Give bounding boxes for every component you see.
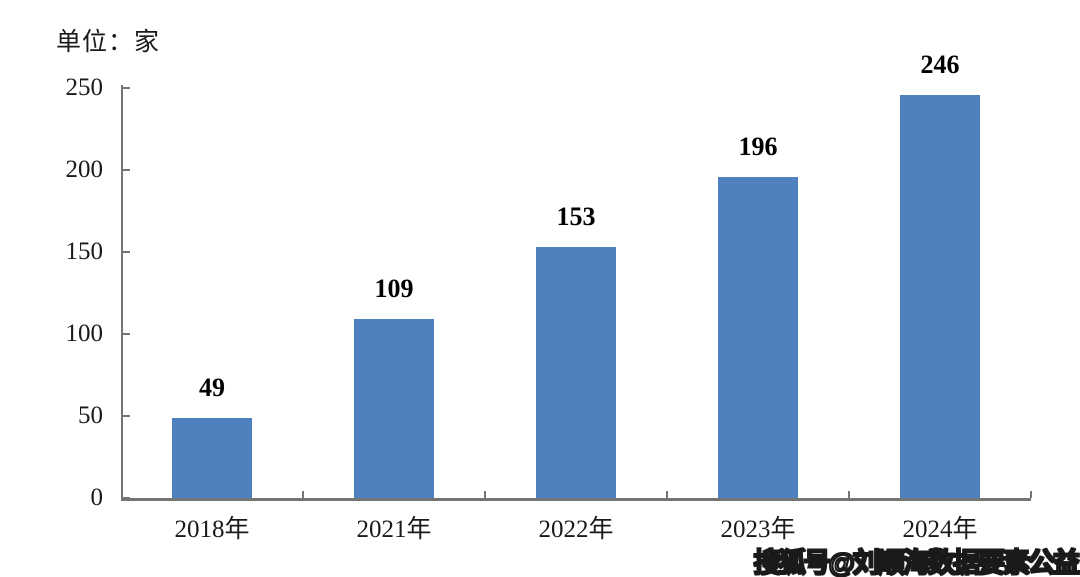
bar [718,176,798,498]
y-tick [123,87,130,89]
bar [900,94,980,498]
x-tick [666,491,668,498]
y-tick [123,333,130,335]
y-tick-label: 150 [65,238,104,265]
y-tick [123,415,130,417]
bar-value-label: 109 [374,274,414,304]
bar-value-label: 196 [738,131,778,161]
y-tick-label: 50 [78,402,103,429]
bar-value-label: 246 [920,49,960,79]
y-tick [123,251,130,253]
watermark-text: 搜狐号@刘顺海数据要素公益 [753,547,1080,577]
y-tick-label: 250 [65,74,104,101]
x-category-label: 2023年 [720,516,796,543]
y-tick-label: 100 [65,320,104,347]
x-tick [302,491,304,498]
x-category-label: 2024年 [902,516,978,543]
x-category-label: 2021年 [356,516,432,543]
x-tick [848,491,850,498]
y-tick-label: 200 [65,156,104,183]
x-axis-line [121,498,1031,501]
y-axis-line [121,85,123,501]
x-tick [1030,491,1032,498]
bar [354,319,434,498]
x-category-label: 2018年 [174,516,250,543]
bar-value-label: 153 [556,202,596,232]
bar-value-label: 49 [199,372,225,402]
x-category-label: 2022年 [538,516,614,543]
bar [536,247,616,498]
bar [172,417,252,498]
y-tick-label: 0 [90,484,104,511]
y-tick [123,497,130,499]
unit-label: 单位：家 [56,29,161,56]
y-tick [123,169,130,171]
x-tick [484,491,486,498]
